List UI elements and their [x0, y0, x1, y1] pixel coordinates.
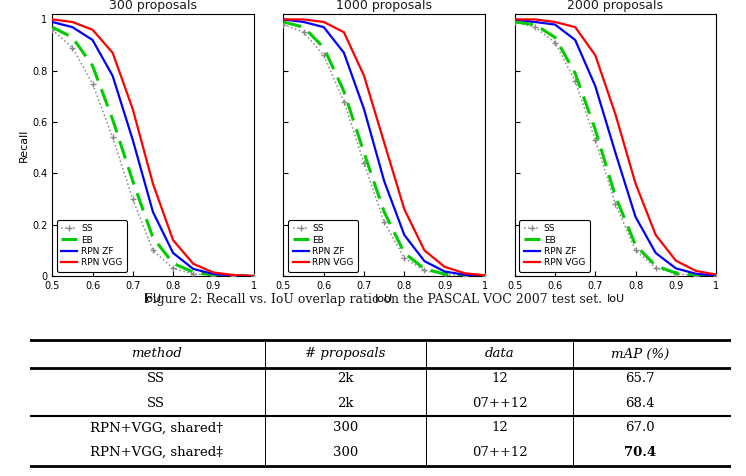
Text: 70.4: 70.4: [624, 446, 656, 459]
Text: SS: SS: [147, 397, 165, 410]
Text: 07++12: 07++12: [472, 446, 527, 459]
Text: SS: SS: [147, 372, 165, 385]
X-axis label: IoU: IoU: [144, 294, 162, 304]
Y-axis label: Recall: Recall: [19, 129, 29, 162]
Text: Figure 2: Recall vs. IoU overlap ratio on the PASCAL VOC 2007 test set.: Figure 2: Recall vs. IoU overlap ratio o…: [144, 293, 602, 306]
Text: 07++12: 07++12: [472, 397, 527, 410]
Legend: SS, EB, RPN ZF, RPN VGG: SS, EB, RPN ZF, RPN VGG: [519, 220, 589, 272]
Title: 2000 proposals: 2000 proposals: [568, 0, 663, 12]
Text: 300: 300: [333, 421, 358, 435]
Legend: SS, EB, RPN ZF, RPN VGG: SS, EB, RPN ZF, RPN VGG: [288, 220, 358, 272]
X-axis label: IoU: IoU: [606, 294, 624, 304]
X-axis label: IoU: IoU: [375, 294, 393, 304]
Title: 1000 proposals: 1000 proposals: [336, 0, 432, 12]
Text: 300: 300: [333, 446, 358, 459]
Text: 65.7: 65.7: [625, 372, 655, 385]
Text: method: method: [131, 347, 181, 360]
Legend: SS, EB, RPN ZF, RPN VGG: SS, EB, RPN ZF, RPN VGG: [57, 220, 127, 272]
Text: 67.0: 67.0: [625, 421, 655, 435]
Text: data: data: [485, 347, 515, 360]
Text: RPN+VGG, shared†: RPN+VGG, shared†: [90, 421, 222, 435]
Text: 2k: 2k: [337, 397, 354, 410]
Text: 12: 12: [492, 421, 508, 435]
Text: mAP (%): mAP (%): [611, 347, 669, 360]
Title: 300 proposals: 300 proposals: [109, 0, 197, 12]
Text: 2k: 2k: [337, 372, 354, 385]
Text: # proposals: # proposals: [305, 347, 386, 360]
Text: 68.4: 68.4: [625, 397, 655, 410]
Text: 12: 12: [492, 372, 508, 385]
Text: RPN+VGG, shared‡: RPN+VGG, shared‡: [90, 446, 222, 459]
